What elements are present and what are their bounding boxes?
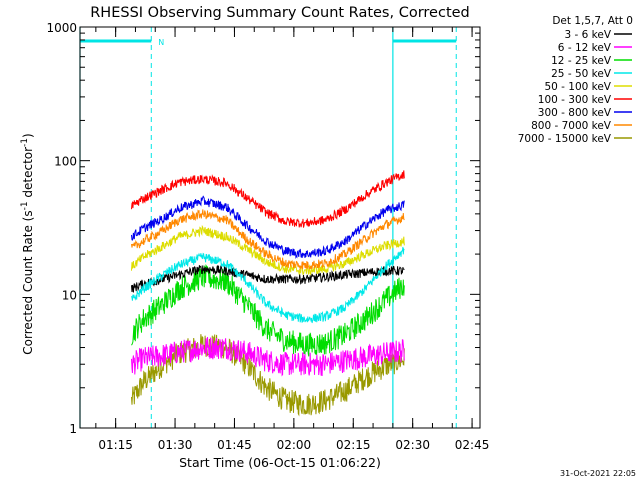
y-tick-label: 1000 [46,21,77,35]
x-tick-label: 02:15 [336,438,371,452]
x-tick-label: 02:45 [455,438,490,452]
footer-timestamp: 31-Oct-2021 22:05 [560,469,636,478]
legend-label-800to7000kev: 800 - 7000 keV [531,120,612,132]
x-tick-label: 01:45 [217,438,252,452]
legend-label-6to12kev: 6 - 12 keV [558,42,612,54]
legend-label-100to300kev: 100 - 300 keV [538,94,612,106]
series-line-25to50kev [131,246,405,324]
series-line-6to12kev [131,336,405,377]
series-layer [131,170,405,417]
series-line-800to7000kev [131,209,405,270]
x-tick-label: 01:30 [158,438,193,452]
plot-frame [79,26,481,429]
y-tick-label: 10 [62,288,77,302]
y-axis-label: Corrected Count Rate (s-1 detector-1) [20,133,35,354]
axes-layer: 1 10 100 1000 01:15 01:30 01:45 02:00 02:15 02:30… [46,21,489,452]
chart-title: RHESSI Observing Summary Count Rates, Co… [90,5,470,21]
x-tick-label: 02:30 [395,438,430,452]
series-line-300to800kev [131,195,405,260]
legend-label-7000to15000kev: 7000 - 15000 keV [518,133,612,145]
series-line-50to100kev [131,224,405,276]
legend-title: Det 1,5,7, Att 0 [552,15,633,27]
series-line-12to25kev [131,263,405,357]
legend-label-25to50kev: 25 - 50 keV [551,68,612,80]
x-tick-label: 01:15 [98,438,133,452]
y-tick-label: 100 [54,155,77,169]
y-tick-label: 1 [69,422,77,436]
legend-label-12to25kev: 12 - 25 keV [551,55,612,67]
series-line-3to6kev [131,265,405,293]
legend-label-50to100kev: 50 - 100 keV [544,81,611,93]
legend-label-3to6kev: 3 - 6 keV [564,29,611,41]
series-line-100to300kev [131,170,405,228]
x-tick-label: 02:00 [277,438,312,452]
night-flag-label: N [158,38,164,47]
legend-label-300to800kev: 300 - 800 keV [538,107,612,119]
x-axis-label: Start Time (06-Oct-15 01:06:22) [179,455,381,470]
